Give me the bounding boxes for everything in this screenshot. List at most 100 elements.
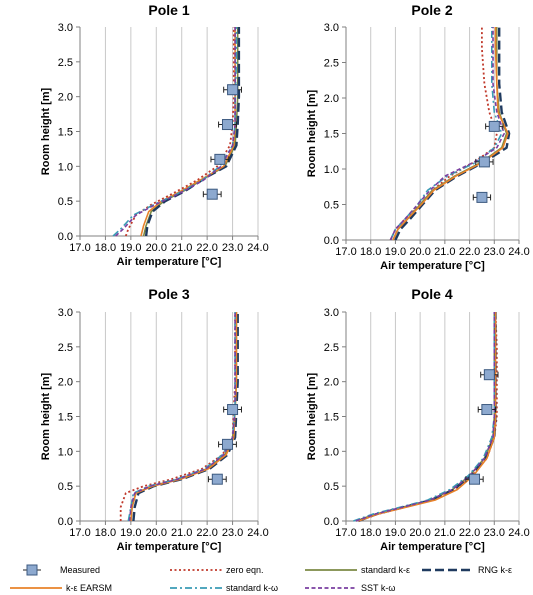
x-tick-label: 19.0	[385, 246, 406, 258]
panel-title: Pole 3	[148, 286, 189, 302]
x-tick-label: 19.0	[120, 242, 141, 254]
series-line-k-earsm	[130, 312, 238, 522]
measured-point	[469, 473, 481, 485]
x-tick-label: 23.0	[222, 527, 243, 539]
series-line-rng-k-	[394, 27, 511, 241]
y-tick-label: 1.5	[58, 412, 73, 424]
series-line-sst-k-	[128, 312, 236, 522]
x-tick-label: 24.0	[247, 527, 268, 539]
y-tick-label: 0.0	[324, 516, 339, 528]
y-tick-label: 2.0	[58, 92, 73, 104]
measured-point	[227, 404, 239, 416]
measured-point	[227, 84, 239, 96]
x-tick-label: 19.0	[385, 527, 406, 539]
series-line-standard-k-	[112, 27, 238, 237]
y-tick-label: 0.0	[58, 231, 73, 243]
y-tick-label: 2.5	[324, 58, 339, 70]
y-tick-label: 2.0	[58, 377, 73, 389]
measured-point	[481, 404, 493, 416]
series-line-sst-k-	[355, 312, 496, 522]
legend-label: standard k-ω	[226, 583, 278, 593]
x-tick-label: 21.0	[171, 242, 192, 254]
legend-label: k-ε EARSM	[66, 583, 112, 593]
x-tick-label: 24.0	[247, 242, 268, 254]
y-tick-label: 2.0	[324, 93, 339, 105]
series-line-standard-k-	[353, 312, 496, 522]
panel-title: Pole 4	[411, 286, 452, 302]
series-line-zero-eqn-	[119, 312, 237, 521]
x-tick-label: 17.0	[69, 242, 90, 254]
x-tick-label: 18.0	[360, 246, 381, 258]
y-tick-label: 0.0	[58, 516, 73, 528]
measured-point	[221, 438, 233, 450]
x-tick-label: 18.0	[95, 242, 116, 254]
y-axis-label: Room height [m]	[306, 89, 318, 177]
x-axis-label: Air temperature [°C]	[117, 256, 222, 268]
legend-item: k-ε EARSM	[10, 583, 112, 593]
legend-item: Measured	[23, 564, 100, 576]
y-tick-label: 0.0	[324, 235, 339, 247]
y-tick-label: 1.0	[58, 161, 73, 173]
series-line-standard-k-	[130, 312, 238, 522]
x-tick-label: 20.0	[409, 527, 430, 539]
panel-1: Pole 1 0.0 0.5 1.0 1.5 2.0 2.5 3.0 17.0 18.0 19.0 2…	[40, 2, 269, 268]
series-line-k-earsm	[392, 27, 509, 241]
y-tick-label: 1.5	[324, 129, 339, 141]
x-tick-label: 20.0	[409, 246, 430, 258]
y-tick-label: 1.0	[324, 446, 339, 458]
x-tick-label: 23.0	[484, 527, 505, 539]
x-tick-label: 20.0	[146, 527, 167, 539]
series-line-k-earsm	[358, 312, 497, 522]
legend-item: standard k-ε	[305, 565, 410, 575]
x-tick-label: 24.0	[508, 527, 529, 539]
y-tick-label: 0.5	[58, 196, 73, 208]
measured-point	[211, 473, 223, 485]
legend-label: zero eqn.	[226, 565, 264, 575]
series-line-zero-eqn-	[124, 27, 235, 237]
measured-point	[483, 369, 495, 381]
y-axis-label: Room height [m]	[306, 372, 318, 460]
y-tick-label: 1.5	[324, 412, 339, 424]
legend-label: standard k-ε	[361, 565, 410, 575]
x-tick-label: 20.0	[146, 242, 167, 254]
series-line-rng-k-	[144, 27, 241, 237]
x-axis-label: Air temperature [°C]	[380, 260, 485, 272]
x-tick-label: 21.0	[171, 527, 192, 539]
panel-title: Pole 1	[148, 2, 189, 18]
legend-item: standard k-ω	[170, 583, 278, 593]
measured-point	[221, 119, 233, 131]
series-line-k-earsm	[140, 27, 236, 237]
measured-point	[476, 191, 488, 203]
measured-point	[488, 120, 500, 132]
x-tick-label: 17.0	[69, 527, 90, 539]
series-line-zero-eqn-	[358, 311, 498, 522]
series-line-standard-k-	[389, 27, 503, 241]
y-tick-label: 0.5	[58, 481, 73, 493]
x-tick-label: 23.0	[222, 242, 243, 254]
series-line-sst-k-	[115, 27, 236, 237]
x-tick-label: 24.0	[508, 246, 529, 258]
legend-item: SST k-ω	[305, 583, 395, 593]
x-axis-label: Air temperature [°C]	[380, 541, 485, 553]
series-line-standard-k-	[392, 27, 508, 241]
series-line-standard-k-	[127, 312, 236, 522]
panel-2: Pole 20.00.51.01.52.02.53.017.0 18.0 19.0 2…	[306, 2, 530, 272]
y-tick-label: 1.0	[324, 164, 339, 176]
legend: Measured zero eqn. standard k-ε RNG k-ε k-ε …	[10, 564, 512, 593]
y-axis-label: Room height [m]	[40, 372, 52, 460]
y-tick-label: 3.0	[58, 307, 73, 319]
x-tick-label: 19.0	[120, 527, 141, 539]
y-tick-label: 0.5	[324, 481, 339, 493]
x-tick-label: 17.0	[335, 246, 356, 258]
measured-point	[478, 156, 490, 168]
measured-point	[214, 153, 226, 165]
y-tick-label: 0.5	[324, 200, 339, 212]
legend-label: RNG k-ε	[478, 565, 512, 575]
y-tick-label: 1.5	[58, 127, 73, 139]
y-tick-label: 2.5	[58, 342, 73, 354]
y-tick-label: 2.0	[324, 377, 339, 389]
y-axis-label: Room height [m]	[40, 87, 52, 175]
x-tick-label: 22.0	[196, 242, 217, 254]
x-tick-label: 21.0	[434, 246, 455, 258]
